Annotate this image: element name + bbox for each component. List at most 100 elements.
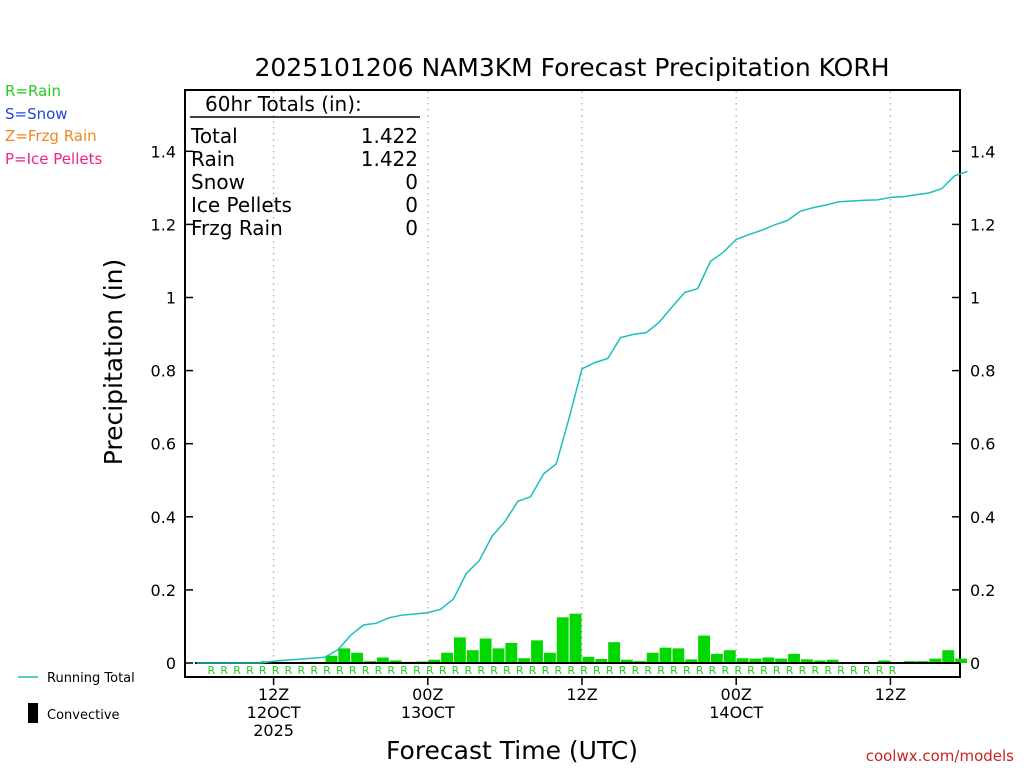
y-tick-label-left: 0.2 (151, 581, 176, 600)
ptype-marker: R (554, 664, 562, 677)
y-tick-label-right: 1.2 (970, 215, 995, 234)
totals-value-frzg: 0 (405, 216, 418, 240)
ptype-marker: R (657, 664, 665, 677)
ptype-marker: R (811, 664, 819, 677)
running-total-line (196, 170, 968, 664)
bar-hour-31 (582, 656, 595, 663)
bar-hour-28 (543, 652, 556, 663)
ptype-marker: R (824, 664, 832, 677)
bar-hour-24 (492, 648, 505, 663)
y-tick-label-right: 1 (970, 289, 980, 308)
bar-hour-58 (929, 658, 942, 663)
x-tick-label: 14OCT (709, 703, 763, 722)
x-tick-label: 12OCT (247, 703, 301, 722)
bar-hour-34 (621, 659, 633, 663)
bar-hour-12 (338, 648, 351, 663)
bar-hour-16 (389, 660, 402, 663)
ptype-marker: R (439, 664, 447, 677)
ptype-marker: R (799, 664, 807, 677)
y-axis-right: 0 0.2 0.4 0.6 0.8 1 1.2 1.4 (952, 142, 995, 673)
y-tick-label-right: 0.8 (970, 362, 995, 381)
ptype-marker: R (567, 664, 575, 677)
convective-bars (261, 613, 967, 664)
bar-hour-41 (711, 653, 723, 663)
ptype-marker: R (773, 664, 781, 677)
plot-area (184, 89, 961, 678)
x-tick-label: 12Z (566, 685, 597, 704)
ptype-marker: R (285, 664, 293, 677)
ptype-marker: R (619, 664, 627, 677)
ptype-marker: R (310, 664, 318, 677)
y-tick-label-left: 1.4 (151, 142, 176, 161)
totals-label-frzg: Frzg Rain (191, 216, 283, 240)
bar-hour-37 (659, 647, 672, 663)
ptype-marker: R (323, 664, 331, 677)
ptype-marker: R (400, 664, 408, 677)
ptype-marker: R (336, 664, 344, 677)
ptype-marker: R (863, 664, 871, 677)
totals-value-snow: 0 (405, 170, 418, 194)
ptype-marker: R (413, 664, 421, 677)
x-tick-label: 2025 (253, 721, 294, 740)
bar-hour-45 (762, 657, 775, 663)
ptype-marker: R (477, 664, 485, 677)
bar-hour-36 (646, 652, 659, 663)
totals-label-total: Total (190, 124, 238, 148)
bar-hour-32 (595, 658, 608, 663)
ptype-marker: R (850, 664, 858, 677)
legend-convective-label: Convective (47, 708, 120, 723)
totals-heading: 60hr Totals (in): (205, 92, 362, 116)
ptype-marker: R (297, 664, 305, 677)
legend-convective-swatch (28, 703, 38, 723)
bar-hour-39 (685, 659, 698, 663)
y-axis-left: 0 0.2 0.4 0.6 0.8 1 1.2 1.4 (151, 142, 193, 673)
bar-hour-60 (955, 658, 967, 663)
bar-hour-50 (826, 659, 839, 663)
x-tick-label: 00Z (412, 685, 443, 704)
ptype-marker: R (349, 664, 357, 677)
y-tick-label-left: 0 (166, 654, 176, 673)
y-tick-label-right: 0.4 (970, 508, 995, 527)
y-tick-label-left: 0.4 (151, 508, 176, 527)
bar-hour-42 (723, 650, 736, 663)
totals-label-ice: Ice Pellets (191, 193, 292, 217)
ptype-marker: R (272, 664, 280, 677)
ptype-marker: R (542, 664, 550, 677)
y-tick-label-left: 0.6 (151, 435, 176, 454)
ptype-marker: R (387, 664, 395, 677)
ptype-marker: R (876, 664, 884, 677)
ptype-marker: R (593, 664, 601, 677)
bar-hour-47 (788, 653, 800, 663)
ptype-marker: R (426, 664, 434, 677)
ptype-marker: R (696, 664, 704, 677)
ptype-marker: R (208, 664, 216, 677)
x-axis-label: Forecast Time (UTC) (386, 736, 638, 765)
bar-hour-49 (813, 660, 826, 663)
ptype-marker: R (529, 664, 537, 677)
ptype-marker: R (503, 664, 511, 677)
bar-hour-15 (376, 657, 389, 663)
vertical-gridlines (273, 91, 892, 676)
ptype-marker: R (606, 664, 614, 677)
bar-hour-54 (878, 660, 890, 663)
ptype-marker: R (889, 664, 897, 677)
bar-hour-26 (518, 658, 531, 663)
totals-label-snow: Snow (191, 170, 245, 194)
y-axis-label: Precipitation (in) (99, 259, 128, 466)
totals-value-total: 1.422 (361, 124, 418, 148)
ptype-marker: R (452, 664, 460, 677)
bar-hour-25 (505, 642, 518, 663)
totals-value-rain: 1.422 (361, 147, 418, 171)
ptype-marker: R (375, 664, 383, 677)
bar-hour-19 (428, 659, 441, 663)
bar-hour-48 (800, 659, 813, 663)
bar-hour-59 (942, 650, 955, 663)
bar-hour-40 (698, 635, 710, 663)
ptype-marker: R (670, 664, 678, 677)
ptype-marker: R (580, 664, 588, 677)
y-tick-label-left: 1 (166, 289, 176, 308)
bar-hour-43 (736, 658, 749, 663)
ptype-marker: R (220, 664, 228, 677)
y-tick-label-right: 1.4 (970, 142, 995, 161)
